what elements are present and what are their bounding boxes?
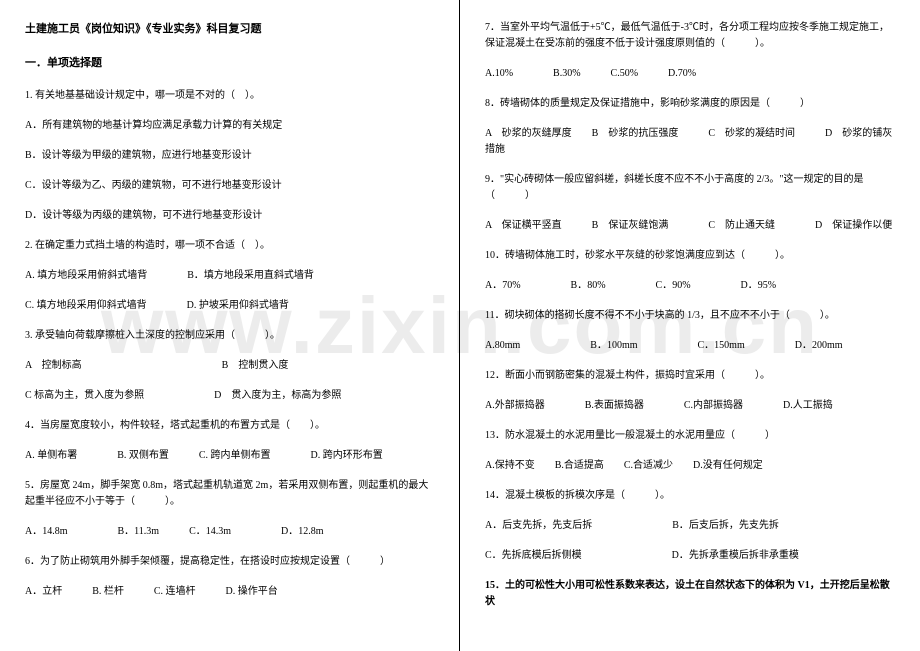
- question-9-options: A 保证横平竖直 B 保证灰缝饱满 C 防止通天缝 D 保证操作以便: [485, 218, 895, 234]
- question-5-options: A．14.8m B．11.3m C．14.3m D．12.8m: [25, 524, 434, 540]
- question-12: 12．断面小而钢筋密集的混凝土构件，振捣时宜采用（ ）。: [485, 368, 895, 384]
- question-10: 10．砖墙砌体施工时，砂浆水平灰缝的砂浆饱满度应到达（ ）。: [485, 248, 895, 264]
- question-5: 5．房屋宽 24m，脚手架宽 0.8m，塔式起重机轨道宽 2m，若采用双侧布置，…: [25, 478, 434, 510]
- document-title: 土建施工员《岗位知识》《专业实务》科目复习题: [25, 20, 434, 36]
- question-10-options: A．70% B．80% C．90% D．95%: [485, 278, 895, 294]
- question-3-options-ab: A 控制标高 B 控制贯入度: [25, 358, 434, 374]
- question-6-options: A．立杆 B. 栏杆 C. 连墙杆 D. 操作平台: [25, 584, 434, 600]
- question-12-options: A.外部振捣器 B.表面振捣器 C.内部振捣器 D.人工振捣: [485, 398, 895, 414]
- question-7: 7．当室外平均气温低于+5℃，最低气温低于-3℃时，各分项工程均应按冬季施工规定…: [485, 20, 895, 52]
- question-14-options-cd: C．先拆底模后拆侧模 D．先拆承重模后拆非承重模: [485, 548, 895, 564]
- question-8-options: A 砂浆的灰缝厚度 B 砂浆的抗压强度 C 砂浆的凝结时间 D 砂浆的铺灰措施: [485, 126, 895, 158]
- question-2: 2. 在确定重力式挡土墙的构造时，哪一项不合适（ ）。: [25, 238, 434, 254]
- question-14-options-ab: A．后支先拆，先支后拆 B．后支后拆，先支先拆: [485, 518, 895, 534]
- question-14: 14．混凝土模板的拆模次序是（ ）。: [485, 488, 895, 504]
- question-13: 13．防水混凝土的水泥用量比一般混凝土的水泥用量应（ ）: [485, 428, 895, 444]
- section-title: 一．单项选择题: [25, 54, 434, 70]
- question-2-options-cd: C. 填方地段采用仰斜式墙背 D. 护坡采用仰斜式墙背: [25, 298, 434, 314]
- question-1-option-c: C．设计等级为乙、丙级的建筑物，可不进行地基变形设计: [25, 178, 434, 194]
- question-4: 4．当房屋宽度较小，构件较轻，塔式起重机的布置方式是（ ）。: [25, 418, 434, 434]
- question-6: 6．为了防止砌筑用外脚手架倾覆，提高稳定性，在搭设时应按规定设置（ ）: [25, 554, 434, 570]
- question-4-options: A. 单侧布署 B. 双侧布置 C. 跨内单侧布置 D. 跨内环形布置: [25, 448, 434, 464]
- question-11-options: A.80mm B．100mm C．150mm D．200mm: [485, 338, 895, 354]
- right-column: 7．当室外平均气温低于+5℃，最低气温低于-3℃时，各分项工程均应按冬季施工规定…: [460, 0, 920, 651]
- question-8: 8．砖墙砌体的质量规定及保证措施中，影响砂浆满度的原因是（ ）: [485, 96, 895, 112]
- question-11: 11．砌块砌体的搭砌长度不得不不小于块高的 1/3，且不应不不小于（ ）。: [485, 308, 895, 324]
- question-1-option-b: B．设计等级为甲级的建筑物，应进行地基变形设计: [25, 148, 434, 164]
- question-7-options: A.10% B.30% C.50% D.70%: [485, 66, 895, 82]
- left-column: 土建施工员《岗位知识》《专业实务》科目复习题 一．单项选择题 1. 有关地基基础…: [0, 0, 460, 651]
- question-3: 3. 承受轴向荷载摩擦桩入土深度的控制应采用（ ）。: [25, 328, 434, 344]
- question-1-option-d: D．设计等级为丙级的建筑物，可不进行地基变形设计: [25, 208, 434, 224]
- question-2-options-ab: A. 填方地段采用俯斜式墙背 B．填方地段采用直斜式墙背: [25, 268, 434, 284]
- question-15: 15．土的可松性大小用可松性系数来表达，设土在自然状态下的体积为 V1，土开挖后…: [485, 578, 895, 610]
- question-3-options-cd: C 标高为主，贯入度为参照 D 贯入度为主，标高为参照: [25, 388, 434, 404]
- question-1-option-a: A．所有建筑物的地基计算均应满足承载力计算的有关规定: [25, 118, 434, 134]
- question-9: 9．"实心砖砌体一般应留斜槎，斜槎长度不应不不小于高度的 2/3。"这一规定的目…: [485, 172, 895, 204]
- page-container: 土建施工员《岗位知识》《专业实务》科目复习题 一．单项选择题 1. 有关地基基础…: [0, 0, 920, 651]
- question-13-options: A.保持不变 B.合适提高 C.合适减少 D.没有任何规定: [485, 458, 895, 474]
- question-1: 1. 有关地基基础设计规定中，哪一项是不对的（ ）。: [25, 88, 434, 104]
